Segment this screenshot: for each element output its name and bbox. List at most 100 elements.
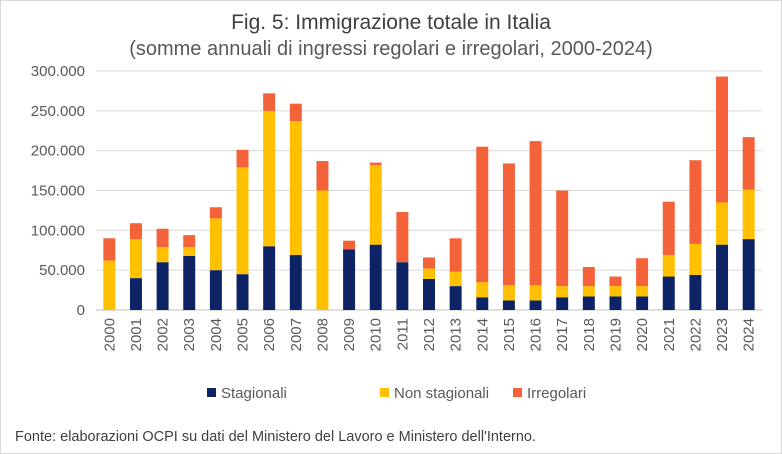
x-tick-label: 2011 [394, 318, 411, 350]
x-tick-label: 2018 [581, 318, 598, 351]
gridlines [96, 70, 762, 311]
bar-segment [662, 255, 675, 277]
bar-segment [689, 274, 702, 310]
x-tick-label: 2002 [155, 318, 172, 351]
bar-segment [502, 300, 515, 310]
y-tick-label: 0 [77, 302, 85, 319]
y-tick-label: 150.000 [31, 183, 85, 200]
bar-segment [742, 239, 755, 310]
bar-segment [156, 247, 169, 263]
bar-segment [316, 190, 329, 310]
bar-segment [449, 238, 462, 272]
x-tick-label: 2005 [235, 318, 252, 351]
bar-segment [183, 255, 196, 310]
bar-segment [396, 212, 409, 263]
bar-segment [476, 282, 489, 298]
bar-segment [263, 246, 276, 310]
bar-segment [369, 244, 382, 310]
x-tick-label: 2003 [181, 318, 198, 351]
bar-segment [716, 76, 729, 203]
bar-segment [183, 247, 196, 256]
x-axis-tick-labels: 2000 2001 2002 2003 2004 2005 2006 2007 2008 2009… [101, 318, 757, 351]
bar-segment [716, 202, 729, 245]
bar-segment [449, 286, 462, 310]
bars [103, 76, 755, 310]
bar-segment [476, 297, 489, 310]
bar-segment [529, 141, 542, 286]
bar-segment [556, 286, 569, 298]
bar-segment [423, 268, 435, 279]
bar-segment [263, 93, 276, 111]
legend-label: Stagionali [221, 385, 287, 402]
bar-segment [636, 258, 649, 287]
bar-segment [209, 270, 222, 310]
y-tick-label: 250.000 [31, 103, 85, 120]
bar-segment [369, 165, 382, 245]
bar-segment [716, 244, 729, 310]
bar-segment [343, 240, 356, 250]
bar-segment [556, 190, 569, 287]
legend-swatch [513, 388, 522, 397]
x-tick-label: 2006 [261, 318, 278, 351]
bar-segment [396, 262, 409, 310]
y-tick-label: 50.000 [39, 262, 85, 279]
x-tick-label: 2016 [528, 318, 545, 351]
y-tick-label: 200.000 [31, 143, 85, 160]
bar-segment [236, 167, 249, 275]
x-tick-label: 2000 [101, 318, 118, 351]
bar-segment [689, 243, 702, 275]
bar-segment [742, 137, 755, 190]
bar-segment [556, 297, 569, 310]
bar-segment [609, 296, 622, 310]
bar-segment [423, 257, 435, 269]
bar-segment [582, 266, 595, 287]
bar-segment [529, 300, 542, 310]
bar-segment [263, 110, 276, 247]
x-tick-label: 2010 [368, 318, 385, 351]
bar-segment [689, 160, 702, 244]
legend-label: Irregolari [527, 385, 586, 402]
x-tick-label: 2014 [474, 318, 491, 351]
source-note: Fonte: elaborazioni OCPI su dati del Min… [15, 429, 537, 445]
bar-segment [209, 218, 222, 271]
bar-segment [236, 274, 249, 310]
bar-segment [156, 228, 169, 248]
bar-segment [129, 223, 142, 240]
y-tick-label: 100.000 [31, 222, 85, 239]
y-axis-tick-labels: 0 50.000 100.000 150.000 200.000 250.000 300.0… [31, 63, 85, 319]
bar-segment [183, 235, 196, 248]
y-tick-label: 300.000 [31, 63, 85, 80]
legend-swatch [380, 388, 389, 397]
bar-segment [662, 276, 675, 310]
x-tick-label: 2017 [554, 318, 571, 351]
bar-segment [129, 278, 142, 310]
bar-segment [636, 286, 649, 297]
legend-swatch [207, 388, 216, 397]
x-tick-label: 2012 [421, 318, 438, 351]
x-tick-label: 2023 [714, 318, 731, 351]
bar-segment [502, 285, 515, 301]
x-tick-label: 2013 [448, 318, 465, 351]
x-tick-label: 2015 [501, 318, 518, 351]
x-tick-label: 2022 [687, 318, 704, 351]
x-tick-label: 2004 [208, 318, 225, 351]
bar-segment [236, 149, 249, 168]
bar-segment [742, 189, 755, 240]
bar-segment [582, 286, 595, 297]
x-tick-label: 2007 [288, 318, 305, 351]
chart-subtitle: (somme annuali di ingressi regolari e ir… [129, 38, 653, 60]
bar-segment [103, 238, 116, 261]
bar-segment [476, 146, 489, 283]
x-tick-label: 2021 [661, 318, 678, 351]
bar-segment [662, 201, 675, 256]
bar-segment [129, 239, 142, 279]
bar-segment [636, 296, 649, 310]
bar-segment [582, 296, 595, 310]
bar-segment [343, 249, 356, 310]
x-tick-label: 2008 [314, 318, 331, 351]
bar-segment [103, 260, 116, 310]
bar-segment [289, 121, 302, 256]
bar-segment [156, 262, 169, 310]
x-tick-label: 2019 [607, 318, 624, 351]
